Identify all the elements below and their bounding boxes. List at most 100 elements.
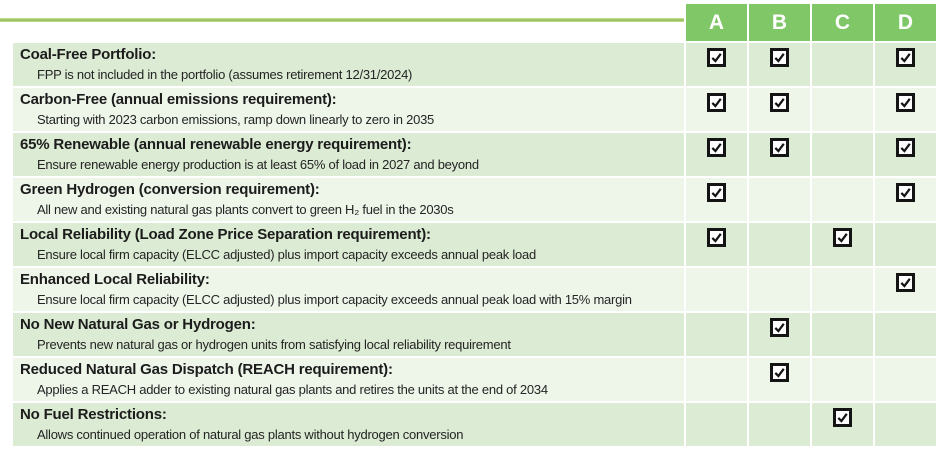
- check-icon: [900, 53, 911, 63]
- checked-checkbox: [896, 273, 915, 292]
- requirement-row-no-new-natural-gas: No New Natural Gas or Hydrogen: Prevents…: [13, 313, 684, 356]
- cell-a: [686, 178, 747, 221]
- checked-checkbox: [707, 93, 726, 112]
- check-icon: [711, 98, 722, 108]
- cell-c: [812, 178, 873, 221]
- cell-b: [749, 178, 810, 221]
- slide-accent-line: [0, 18, 684, 22]
- check-icon: [711, 53, 722, 63]
- checked-checkbox: [833, 228, 852, 247]
- cell-b: [749, 223, 810, 266]
- cell-b: [749, 43, 810, 86]
- cell-c: [812, 403, 873, 446]
- check-icon: [837, 413, 848, 423]
- cell-a: [686, 403, 747, 446]
- check-icon: [837, 233, 848, 243]
- cell-d: [875, 268, 936, 311]
- check-icon: [711, 233, 722, 243]
- cell-d: [875, 358, 936, 401]
- cell-a: [686, 223, 747, 266]
- cell-c: [812, 88, 873, 131]
- row-title: Carbon-Free (annual emissions requiremen…: [20, 91, 337, 108]
- column-header-b: B: [749, 4, 810, 41]
- row-subtitle: FPP is not included in the portfolio (as…: [37, 67, 413, 82]
- check-icon: [774, 53, 785, 63]
- cell-b: [749, 133, 810, 176]
- requirement-row-no-fuel-restrictions: No Fuel Restrictions: Allows continued o…: [13, 403, 684, 446]
- cell-a: [686, 88, 747, 131]
- row-title: Coal-Free Portfolio:: [20, 46, 157, 63]
- requirement-row-coal-free: Coal-Free Portfolio: FPP is not included…: [13, 43, 684, 86]
- checked-checkbox: [896, 138, 915, 157]
- checked-checkbox: [896, 93, 915, 112]
- checked-checkbox: [707, 183, 726, 202]
- row-subtitle: All new and existing natural gas plants …: [37, 202, 454, 217]
- row-title: 65% Renewable (annual renewable energy r…: [20, 136, 412, 153]
- checked-checkbox: [707, 48, 726, 67]
- cell-c: [812, 358, 873, 401]
- cell-a: [686, 133, 747, 176]
- row-title: Reduced Natural Gas Dispatch (REACH requ…: [20, 361, 393, 378]
- cell-b: [749, 403, 810, 446]
- check-icon: [774, 143, 785, 153]
- cell-d: [875, 133, 936, 176]
- check-icon: [774, 368, 785, 378]
- cell-c: [812, 268, 873, 311]
- cell-c: [812, 133, 873, 176]
- scenario-requirements-table: A B C D Coal-Free Portfolio: FPP is not …: [13, 4, 936, 446]
- cell-b: [749, 358, 810, 401]
- check-icon: [774, 98, 785, 108]
- checked-checkbox: [896, 48, 915, 67]
- checked-checkbox: [833, 408, 852, 427]
- requirement-row-reduced-natural-gas-dispatch: Reduced Natural Gas Dispatch (REACH requ…: [13, 358, 684, 401]
- checked-checkbox: [770, 138, 789, 157]
- cell-a: [686, 43, 747, 86]
- header-spacer: [13, 4, 684, 41]
- row-title: No Fuel Restrictions:: [20, 406, 167, 423]
- column-header-a: A: [686, 4, 747, 41]
- check-icon: [900, 278, 911, 288]
- check-icon: [900, 98, 911, 108]
- check-icon: [711, 188, 722, 198]
- cell-b: [749, 313, 810, 356]
- check-icon: [900, 188, 911, 198]
- row-subtitle: Ensure renewable energy production is at…: [37, 157, 479, 172]
- row-subtitle: Ensure local firm capacity (ELCC adjuste…: [37, 292, 632, 307]
- cell-d: [875, 88, 936, 131]
- row-subtitle: Ensure local firm capacity (ELCC adjuste…: [37, 247, 536, 262]
- checked-checkbox: [770, 93, 789, 112]
- row-subtitle: Starting with 2023 carbon emissions, ram…: [37, 112, 435, 127]
- checked-checkbox: [707, 138, 726, 157]
- row-subtitle: Applies a REACH adder to existing natura…: [37, 382, 548, 397]
- row-subtitle: Allows continued operation of natural ga…: [37, 427, 464, 442]
- column-header-c: C: [812, 4, 873, 41]
- requirement-row-65-renewable: 65% Renewable (annual renewable energy r…: [13, 133, 684, 176]
- row-title: Enhanced Local Reliability:: [20, 271, 210, 288]
- cell-b: [749, 268, 810, 311]
- column-header-d: D: [875, 4, 936, 41]
- cell-d: [875, 313, 936, 356]
- cell-d: [875, 178, 936, 221]
- cell-a: [686, 313, 747, 356]
- row-title: No New Natural Gas or Hydrogen:: [20, 316, 256, 333]
- row-title: Green Hydrogen (conversion requirement):: [20, 181, 320, 198]
- requirement-row-local-reliability: Local Reliability (Load Zone Price Separ…: [13, 223, 684, 266]
- cell-d: [875, 43, 936, 86]
- cell-d: [875, 223, 936, 266]
- cell-c: [812, 43, 873, 86]
- checked-checkbox: [770, 318, 789, 337]
- cell-c: [812, 223, 873, 266]
- check-icon: [900, 143, 911, 153]
- cell-b: [749, 88, 810, 131]
- check-icon: [711, 143, 722, 153]
- checked-checkbox: [770, 48, 789, 67]
- check-icon: [774, 323, 785, 333]
- cell-c: [812, 313, 873, 356]
- checked-checkbox: [896, 183, 915, 202]
- cell-a: [686, 268, 747, 311]
- row-title: Local Reliability (Load Zone Price Separ…: [20, 226, 431, 243]
- checked-checkbox: [707, 228, 726, 247]
- checked-checkbox: [770, 363, 789, 382]
- requirement-row-enhanced-local-reliability: Enhanced Local Reliability: Ensure local…: [13, 268, 684, 311]
- requirement-row-carbon-free: Carbon-Free (annual emissions requiremen…: [13, 88, 684, 131]
